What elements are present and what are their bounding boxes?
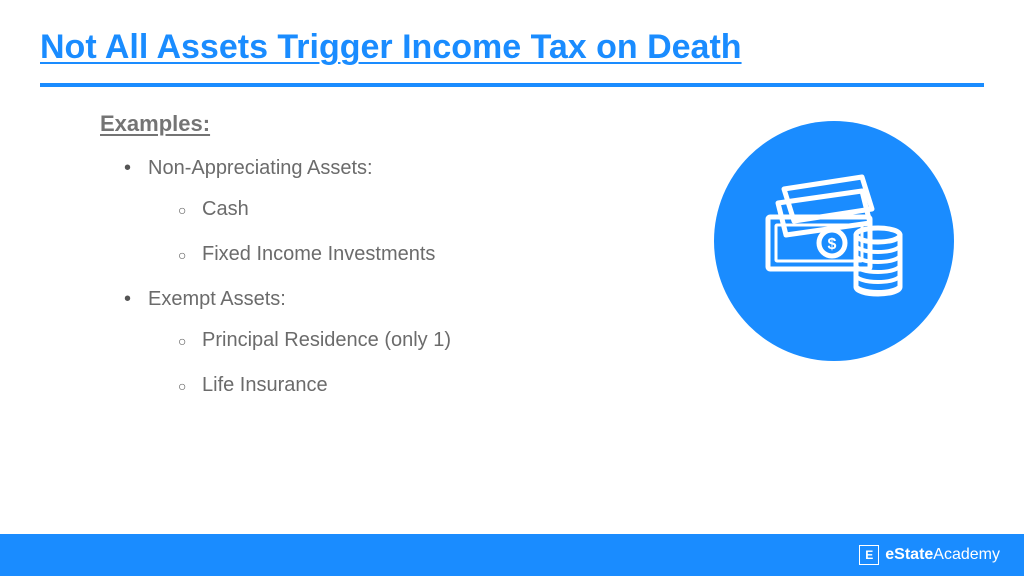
svg-text:$: $ [828,236,837,253]
footer-bar: E eStateAcademy [0,534,1024,576]
footer-logo-badge: E [859,545,879,565]
footer-brand-bold: eState [885,546,933,564]
slide-title: Not All Assets Trigger Income Tax on Dea… [0,0,1024,77]
content-area: Examples: Non-Appreciating Assets: Cash … [0,87,1024,419]
top-bullet-list: Non-Appreciating Assets: Cash Fixed Inco… [100,157,684,397]
sub-bullet-item: Principal Residence (only 1) [178,329,684,352]
bullet-label: Non-Appreciating Assets: [148,157,373,179]
cash-coins-icon: $ [714,121,954,361]
examples-subheading: Examples: [100,111,684,137]
sub-bullet-item: Life Insurance [178,374,684,397]
text-column: Examples: Non-Appreciating Assets: Cash … [100,111,684,419]
icon-column: $ [684,111,984,419]
sub-bullet-item: Cash [178,198,684,221]
bullet-item: Exempt Assets: Principal Residence (only… [124,288,684,397]
bullet-label: Exempt Assets: [148,288,286,310]
sub-bullet-list: Cash Fixed Income Investments [148,198,684,266]
sub-bullet-item: Fixed Income Investments [178,243,684,266]
footer-brand-light: Academy [933,546,1000,564]
sub-bullet-list: Principal Residence (only 1) Life Insura… [148,329,684,397]
bullet-item: Non-Appreciating Assets: Cash Fixed Inco… [124,157,684,266]
